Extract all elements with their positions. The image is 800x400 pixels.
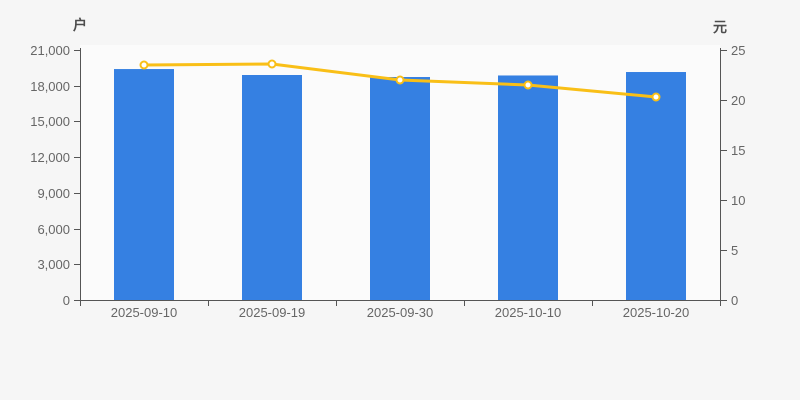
- y2-axis-tick-label: 15: [731, 143, 745, 158]
- bar: [114, 69, 174, 300]
- y-axis-tick-label: 9,000: [37, 186, 70, 201]
- line-marker: [139, 60, 149, 70]
- y2-axis-tick-label: 20: [731, 93, 745, 108]
- right-axis-unit-label: 元: [713, 19, 727, 35]
- y-axis-tick-label: 3,000: [37, 257, 70, 272]
- x-axis-label: 2025-09-10: [111, 305, 178, 320]
- x-axis-label: 2025-09-19: [239, 305, 306, 320]
- bar: [498, 75, 558, 300]
- line-marker: [651, 92, 661, 102]
- line-marker: [267, 59, 277, 69]
- y-axis-tick-label: 6,000: [37, 222, 70, 237]
- left-axis-unit-label: 户: [73, 17, 87, 33]
- x-axis-label: 2025-10-20: [623, 305, 690, 320]
- y-axis-tick-label: 0: [63, 293, 70, 308]
- y2-axis-tick-label: 10: [731, 193, 745, 208]
- bar: [370, 77, 430, 301]
- bar: [242, 75, 302, 300]
- x-axis-label: 2025-09-30: [367, 305, 434, 320]
- y2-axis-tick-label: 5: [731, 243, 738, 258]
- y-axis-tick-label: 12,000: [30, 150, 70, 165]
- bar: [626, 72, 686, 301]
- y-axis-tick-label: 18,000: [30, 79, 70, 94]
- y2-axis-tick-label: 0: [731, 293, 738, 308]
- y-axis-tick-label: 21,000: [30, 43, 70, 58]
- y2-axis-tick-label: 25: [731, 43, 745, 58]
- line-marker: [395, 75, 405, 85]
- y-axis-tick-label: 15,000: [30, 114, 70, 129]
- x-axis-label: 2025-10-10: [495, 305, 562, 320]
- line-marker: [523, 80, 533, 90]
